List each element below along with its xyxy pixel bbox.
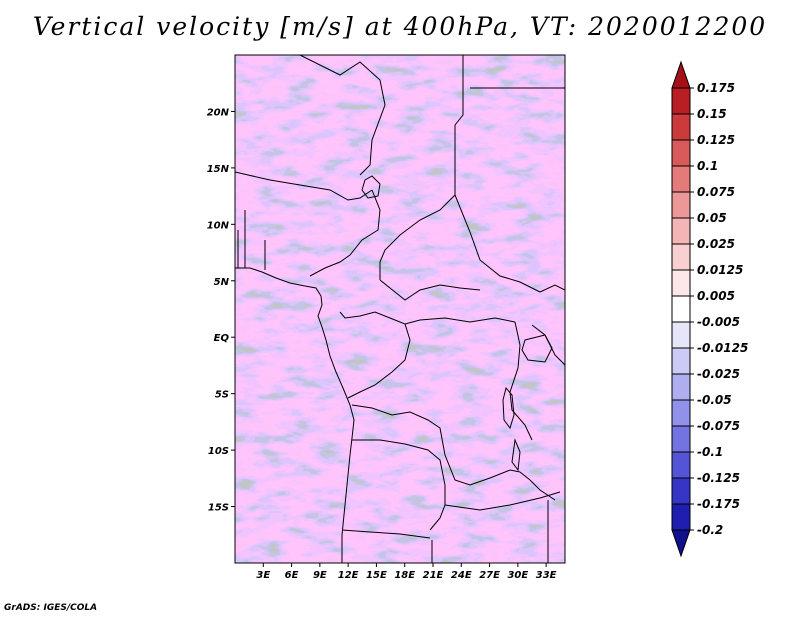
lon-tick-label: 18E bbox=[394, 570, 415, 581]
colorbar-bin bbox=[671, 139, 691, 167]
colorbar-level-label: 0.1 bbox=[697, 159, 718, 173]
colorbar: 0.175 0.15 0.125 0.1 0.075 0.05 0.025 0.0125 0.0… bbox=[671, 60, 748, 558]
colorbar-bin bbox=[671, 399, 691, 427]
colorbar-level-label: -0.2 bbox=[697, 523, 723, 537]
colorbar-bin bbox=[671, 321, 691, 349]
colorbar-bin bbox=[671, 243, 691, 271]
colorbar-bin bbox=[671, 503, 691, 531]
colorbar-level-label: 0.075 bbox=[697, 185, 735, 199]
colorbar-bin bbox=[671, 269, 691, 297]
lon-tick-label: 3E bbox=[256, 570, 270, 581]
lon-tick-label: 6E bbox=[285, 570, 299, 581]
lon-tick-label: 15E bbox=[366, 570, 387, 581]
colorbar-bin bbox=[671, 373, 691, 401]
colorbar-level-label: 0.15 bbox=[697, 107, 727, 121]
plot-title: Vertical velocity [m/s] at 400hPa, VT: 2… bbox=[32, 12, 768, 41]
lon-tick-label: 12E bbox=[338, 570, 359, 581]
colorbar-level-label: 0.125 bbox=[697, 133, 735, 147]
colorbar-level-label: 0.005 bbox=[697, 289, 735, 303]
lon-tick-label: 30E bbox=[507, 570, 528, 581]
colorbar-level-label: 0.025 bbox=[697, 237, 735, 251]
lat-tick-label: 15N bbox=[207, 164, 230, 175]
lat-tick-label: 5S bbox=[215, 390, 229, 401]
colorbar-top-arrow bbox=[671, 60, 691, 89]
colorbar-bin bbox=[671, 165, 691, 193]
lon-tick-label: 33E bbox=[536, 570, 557, 581]
colorbar-level-label: 0.0125 bbox=[697, 263, 743, 277]
latitude-axis: 20N 15N 10N 5N EQ 5S 10S 15S bbox=[207, 107, 235, 514]
lat-tick-label: 10N bbox=[207, 220, 230, 231]
colorbar-level-label: 0.05 bbox=[697, 211, 727, 225]
colorbar-bin bbox=[671, 191, 691, 219]
map-panel bbox=[234, 54, 566, 564]
lat-tick-label: 10S bbox=[208, 446, 229, 457]
lon-tick-label: 24E bbox=[451, 570, 472, 581]
colorbar-bin bbox=[671, 347, 691, 375]
colorbar-bin bbox=[671, 477, 691, 505]
colorbar-bin bbox=[671, 217, 691, 245]
lat-tick-label: 15S bbox=[208, 503, 229, 514]
vertical-velocity-field bbox=[235, 55, 565, 563]
lat-tick-label: 20N bbox=[207, 107, 230, 118]
colorbar-level-label: -0.175 bbox=[697, 497, 740, 511]
colorbar-level-label: -0.075 bbox=[697, 419, 740, 433]
colorbar-level-label: -0.05 bbox=[697, 393, 732, 407]
colorbar-level-label: -0.125 bbox=[697, 471, 740, 485]
colorbar-level-label: -0.1 bbox=[697, 445, 723, 459]
colorbar-level-label: -0.0125 bbox=[697, 341, 748, 355]
grads-credit: GrADS: IGES/COLA bbox=[4, 603, 98, 613]
colorbar-bin bbox=[671, 451, 691, 479]
lakes bbox=[361, 175, 553, 472]
lon-tick-label: 27E bbox=[479, 570, 500, 581]
colorbar-bin bbox=[671, 295, 691, 323]
colorbar-level-label: 0.175 bbox=[697, 81, 735, 95]
longitude-axis: 3E 6E 9E 12E 15E 18E 21E 24E 27E 30E 33E bbox=[256, 563, 557, 581]
colorbar-level-label: -0.005 bbox=[697, 315, 740, 329]
lat-tick-label: EQ bbox=[214, 333, 230, 344]
lat-tick-label: 5N bbox=[214, 277, 230, 288]
colorbar-level-label: -0.025 bbox=[697, 367, 740, 381]
colorbar-bin bbox=[671, 87, 691, 115]
lon-tick-label: 21E bbox=[423, 570, 444, 581]
lon-tick-label: 9E bbox=[313, 570, 327, 581]
colorbar-bin bbox=[671, 113, 691, 141]
colorbar-bin bbox=[671, 425, 691, 453]
colorbar-bottom-arrow bbox=[671, 529, 691, 558]
